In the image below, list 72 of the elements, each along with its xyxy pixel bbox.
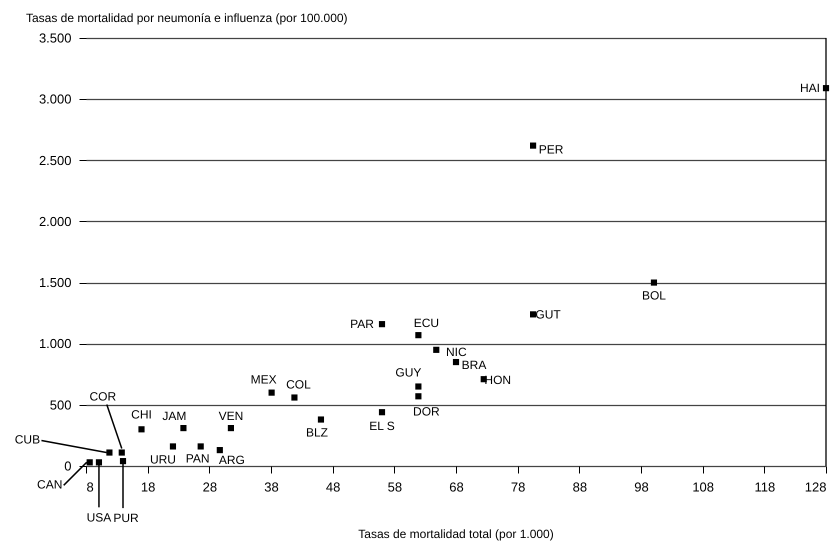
x-tick-label: 28 (202, 480, 218, 494)
x-tick-label: 18 (140, 480, 156, 494)
annotation: ECU (414, 316, 440, 330)
point (106, 449, 113, 456)
y-axis-title: Tasas de mortalidad por neumonía e influenza (por 100.000) (26, 11, 348, 25)
point (198, 443, 204, 450)
annotation: COL (286, 378, 312, 392)
point (318, 416, 324, 423)
annotation: PAN (186, 451, 210, 466)
annotation: GUY (395, 366, 422, 380)
y-tick-label: 1.500 (38, 275, 72, 290)
annotation: PAR (350, 317, 374, 332)
point (170, 443, 176, 450)
annotation: URU (150, 452, 176, 466)
point (138, 426, 145, 432)
x-axis-title: Tasas de mortalidad total (por 1.000) (358, 527, 554, 541)
x-tick-label: 38 (264, 480, 279, 494)
annotation: USA (86, 510, 112, 524)
x-tick-label: 98 (634, 480, 649, 494)
annotation: CHI (131, 407, 152, 422)
annotation: PUR (113, 511, 139, 526)
x-tick-label: 58 (388, 480, 402, 494)
annotation: EL S (369, 419, 395, 434)
point (452, 358, 460, 366)
point (415, 332, 422, 338)
x-tick-label: 108 (692, 480, 714, 494)
annotation: BLZ (306, 426, 328, 440)
point (530, 311, 536, 318)
point (180, 425, 187, 432)
x-tick-label: 128 (804, 480, 826, 494)
annotation: BRA (462, 358, 486, 372)
x-tick-label: 8 (86, 480, 94, 494)
x-tick-label: 118 (754, 480, 776, 494)
y-tick-label: 500 (50, 397, 72, 412)
point (96, 459, 102, 466)
point (378, 409, 386, 416)
annotation: NIC (446, 344, 467, 359)
point (415, 393, 422, 400)
annotation: BOL (642, 288, 666, 303)
y-tick-label: 0 (64, 458, 72, 474)
annotation: ARG (218, 453, 245, 468)
y-tick-label: 3.000 (38, 92, 72, 107)
x-tick-label: 78 (510, 480, 526, 494)
annotation: GUT (535, 307, 562, 322)
annotation: VEN (218, 409, 244, 424)
point (86, 459, 93, 466)
point (650, 279, 658, 286)
point (118, 449, 125, 456)
point (228, 425, 234, 432)
annotation: DOR (413, 404, 440, 418)
point (415, 383, 422, 390)
annotation: PER (538, 142, 564, 157)
annotation: CAN (37, 477, 62, 492)
annotation: COR (89, 390, 116, 404)
annotation: JAM (162, 409, 186, 424)
point (822, 85, 830, 92)
point (268, 390, 275, 396)
x-tick-label: 88 (572, 480, 588, 494)
point (378, 321, 386, 328)
y-tick-label: 2.000 (38, 214, 72, 229)
point (433, 346, 440, 353)
annotation: HAI (800, 81, 820, 96)
annotation: MEX (250, 372, 277, 387)
y-tick-label: 1.000 (38, 336, 72, 352)
annotation: CUB (14, 432, 40, 447)
point (216, 447, 223, 454)
x-tick-label: 68 (449, 480, 464, 494)
point (530, 142, 536, 149)
point (291, 394, 298, 401)
y-tick-label: 3.500 (38, 30, 72, 46)
x-tick-label: 48 (326, 480, 340, 494)
y-tick-label: 2.500 (38, 152, 72, 168)
